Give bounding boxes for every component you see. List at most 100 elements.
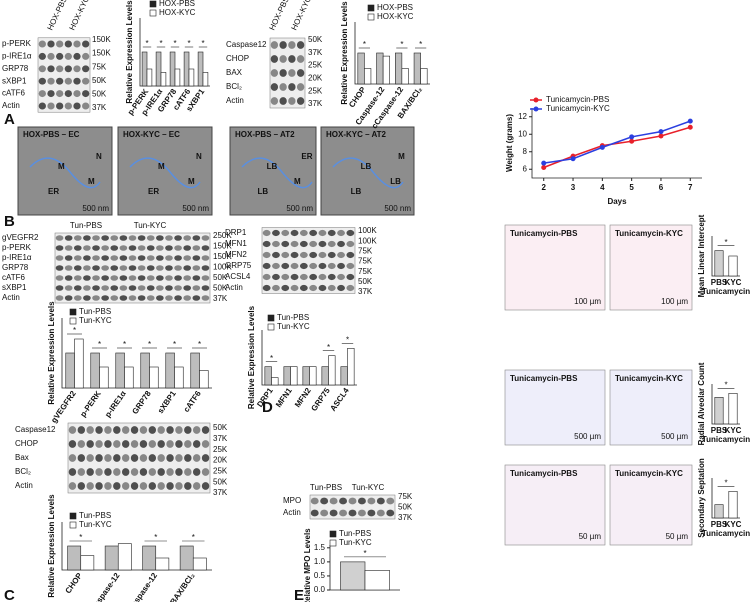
band: [270, 83, 279, 91]
bar: [309, 366, 317, 386]
size-marker: 25K: [308, 61, 323, 70]
bar: [290, 366, 298, 386]
band: [146, 245, 155, 251]
band: [309, 273, 318, 281]
band: [357, 497, 366, 505]
structure-label: ER: [301, 152, 312, 161]
band: [95, 482, 103, 490]
band: [290, 251, 299, 259]
histology-image: [609, 464, 693, 546]
band: [166, 482, 174, 490]
significance: *: [724, 478, 727, 487]
x-tick-label: 6: [659, 183, 664, 192]
band: [165, 295, 173, 301]
band: [165, 265, 173, 271]
structure-label: M: [58, 162, 65, 171]
size-marker: 50K: [213, 273, 228, 282]
bar: [321, 366, 329, 386]
band: [157, 426, 165, 434]
band: [329, 497, 338, 505]
band: [183, 265, 192, 271]
band: [128, 265, 137, 271]
band: [184, 426, 192, 434]
x-tick-label: 3: [571, 183, 576, 192]
band: [83, 265, 91, 271]
band: [64, 245, 73, 251]
bar: [90, 352, 100, 389]
legend-swatch: [69, 308, 77, 316]
size-marker: 50K: [358, 277, 373, 286]
panel-letter: E: [294, 587, 304, 602]
band: [83, 295, 91, 301]
band: [270, 41, 279, 49]
band: [183, 295, 192, 301]
band: [348, 509, 357, 517]
band: [38, 40, 46, 48]
blot-image: [37, 37, 91, 113]
band: [104, 454, 112, 462]
significance: *: [327, 343, 330, 352]
x-tick-label: 7: [688, 183, 693, 192]
bar: [160, 72, 167, 87]
band: [148, 426, 157, 434]
legend-label: Tun-PBS: [79, 307, 111, 316]
band: [299, 284, 308, 292]
band: [201, 426, 210, 434]
band: [110, 295, 119, 301]
band: [318, 229, 327, 237]
significance: *: [363, 549, 366, 558]
band: [92, 275, 100, 281]
band: [201, 285, 210, 291]
band: [184, 482, 192, 490]
band: [166, 468, 174, 476]
band: [38, 65, 46, 73]
legend-label: HOX-PBS: [159, 0, 195, 8]
y-axis-title: Relative MPO Levels: [303, 528, 312, 602]
band: [92, 295, 100, 301]
protein-label: CHOP: [226, 54, 249, 63]
size-marker: 37K: [308, 99, 323, 108]
bar: [115, 352, 125, 389]
band: [119, 295, 128, 301]
legend-swatch: [367, 13, 375, 21]
size-marker: 150K: [213, 252, 232, 261]
y-axis-title: Relative Expression Levels: [340, 1, 349, 105]
size-marker: 50K: [308, 35, 323, 44]
band: [77, 454, 86, 462]
band: [146, 235, 155, 241]
bar: [364, 68, 372, 85]
band: [337, 240, 345, 248]
bar: [199, 370, 209, 389]
band: [101, 245, 109, 251]
scale-label: 500 µm: [661, 432, 688, 441]
band: [55, 245, 64, 251]
scale-label: 500 nm: [384, 204, 411, 213]
band: [329, 509, 338, 517]
protein-label: BCl₂: [15, 467, 31, 476]
x-tick-label: KYC: [725, 278, 742, 287]
micrograph: [229, 126, 317, 216]
y-tick-label: 0.0: [314, 585, 326, 594]
band: [64, 52, 72, 60]
band: [288, 55, 296, 63]
size-marker: 50K: [213, 423, 228, 432]
bar: [382, 55, 390, 85]
significance: *: [363, 40, 366, 49]
band: [192, 245, 201, 251]
blot-image: [261, 227, 356, 294]
band: [119, 275, 128, 281]
legend-label: Tun-KYC: [339, 538, 372, 547]
y-axis-title: Secondary Septation: [697, 458, 706, 538]
band: [281, 251, 290, 259]
bar: [124, 366, 134, 389]
band: [327, 229, 336, 237]
point: [658, 129, 664, 135]
band: [86, 468, 94, 476]
outline: [241, 157, 313, 189]
bar: [376, 52, 384, 85]
bar: [183, 51, 190, 87]
band: [104, 468, 112, 476]
protein-label: Actin: [2, 101, 20, 110]
band: [262, 251, 271, 259]
legend-label: Tunicamycin-KYC: [546, 104, 610, 113]
